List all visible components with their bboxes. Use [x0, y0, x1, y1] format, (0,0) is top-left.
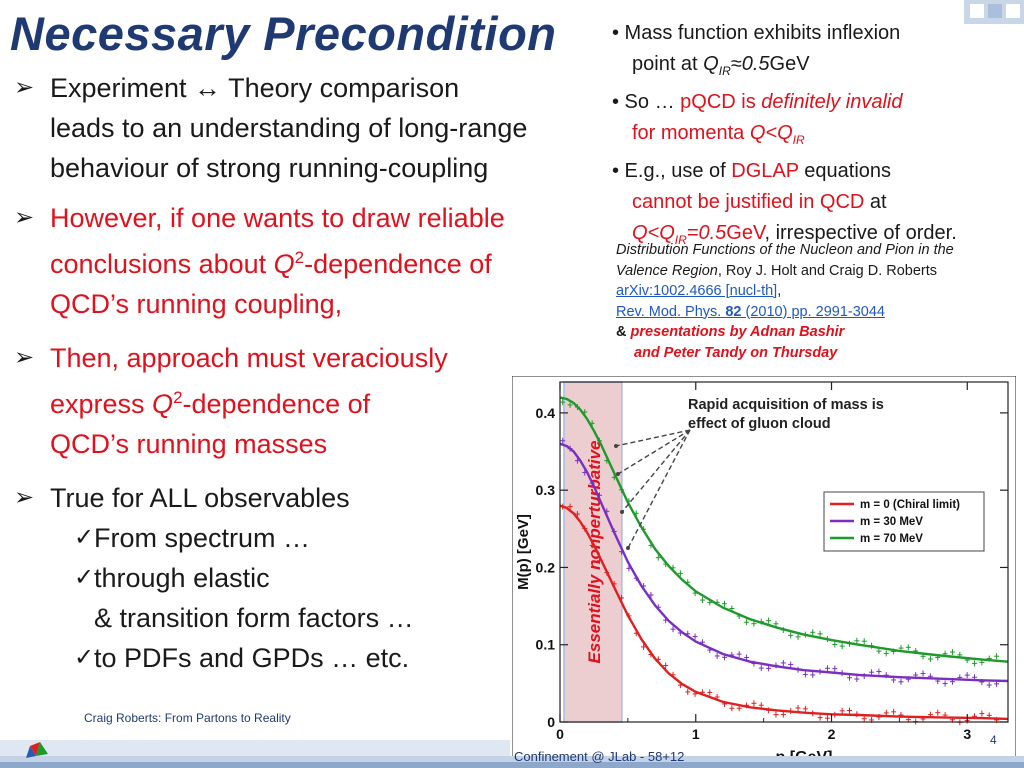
arrow-bullet-icon: ➢: [14, 204, 35, 231]
right-bullet-2-cont: for momenta Q<QIR: [632, 122, 805, 147]
bullet-1-line-2: leads to an understanding of long-range: [50, 113, 528, 143]
right-bullet-2: • So … pQCD is definitely invalid: [612, 91, 903, 113]
annotation-arrow-head: [614, 444, 618, 448]
sub-bullet-2: ✓ through elastic: [14, 558, 614, 598]
nonperturbative-band: [563, 381, 623, 723]
right-column: • Mass function exhibits inflexion point…: [612, 18, 1022, 256]
bullet-3-line-3: QCD’s running masses: [50, 429, 328, 459]
reference-title: Distribution Functions of the Nucleon an…: [616, 242, 954, 258]
arrow-bullet-icon: ➢: [14, 344, 35, 371]
rmp-link[interactable]: Rev. Mod. Phys. 82 (2010) pp. 2991-3044: [616, 303, 885, 320]
sub-bullet-2-cont: & transition form factors …: [94, 603, 414, 633]
x-tick-label: 2: [828, 726, 836, 742]
sub-bullet-1: ✓ From spectrum …: [14, 518, 614, 558]
sub-bullet-3: ✓ to PDFs and GPDs … etc.: [14, 638, 614, 678]
footer-band: [0, 740, 1024, 768]
right-bullet-1: • Mass function exhibits inflexion: [612, 22, 901, 44]
annotation-arrow: [615, 429, 691, 447]
arxiv-link[interactable]: arXiv:1002.4666 [nucl-th]: [616, 283, 778, 299]
x-tick-label: 0: [556, 726, 564, 742]
y-tick-label: 0.1: [536, 637, 556, 653]
bullet-1: ➢ Experiment ↔ Theory comparison leads t…: [14, 68, 614, 188]
annotation-text-2: effect of gluon cloud: [688, 416, 831, 432]
reference-rmp: Rev. Mod. Phys. 82 (2010) pp. 2991-3044: [616, 302, 1016, 323]
bullet-3-line-1: Then, approach must veraciously: [50, 343, 448, 373]
mass-function-chart: Essentially nonperturbative 0 1 2 300.10.20…: [512, 376, 1016, 768]
reference-arxiv: arXiv:1002.4666 [nucl-th],: [616, 283, 782, 299]
check-icon: ✓: [74, 644, 95, 671]
plot-area: [559, 381, 1009, 723]
series-line-3: [559, 396, 1009, 663]
series-line-2: [559, 442, 1009, 683]
annotation-arrow: [627, 429, 691, 549]
bullet-2-line-1: However, if one wants to draw reliable: [50, 203, 505, 233]
footer-author: Craig Roberts: From Partons to Reality: [84, 711, 291, 725]
annotation-arrow-head: [620, 510, 624, 514]
slide-title: Necessary Precondition: [10, 7, 557, 60]
bullet-2-line-2: conclusions about Q2-dependence of: [50, 248, 492, 279]
arrow-bullet-icon: ➢: [14, 74, 35, 101]
bullet-3-line-2: express Q2-dependence of: [50, 388, 371, 419]
check-icon: ✓: [74, 564, 95, 591]
reference-presentations-2: and Peter Tandy on Thursday: [634, 344, 838, 361]
annotation-arrow-head: [626, 546, 630, 550]
right-bullet-1-cont: point at QIR≈0.5GeV: [632, 53, 810, 78]
right-bullet-3-cont: cannot be justified in QCD at: [632, 191, 887, 213]
legend-entry: m = 0 (Chiral limit): [860, 499, 960, 511]
arrow-bullet-icon: ➢: [14, 484, 35, 511]
bullet-2-line-3: QCD’s running coupling,: [50, 289, 343, 319]
check-icon: ✓: [74, 524, 95, 551]
y-tick-label: 0.4: [536, 405, 556, 421]
bullet-1-line-1: Experiment ↔ Theory comparison: [50, 73, 460, 103]
reference-presentations: & presentations by Adnan Bashir: [616, 324, 845, 340]
page-number: 4: [990, 733, 997, 747]
annotation-text: Rapid acquisition of mass is: [688, 397, 884, 413]
bullet-4: ➢ True for ALL observables: [14, 478, 614, 518]
annotation-arrow: [617, 429, 691, 475]
series-line-1: [559, 504, 1009, 721]
reference-block: Distribution Functions of the Nucleon an…: [616, 240, 1016, 363]
x-tick-label: 3: [963, 726, 971, 742]
bullet-4-line-1: True for ALL observables: [50, 483, 350, 513]
reference-line-2: Valence Region, Roy J. Holt and Craig D.…: [616, 262, 938, 279]
y-axis-label: M(p) [GeV]: [515, 514, 532, 590]
right-bullet-3-cont2: Q<QIR=0.5GeV, irrespective of order.: [632, 222, 957, 247]
y-tick-label: 0: [547, 714, 555, 730]
annotation-arrow: [621, 429, 691, 513]
bullet-3: ➢ Then, approach must veraciously expres…: [14, 338, 614, 464]
bullet-1-line-3: behaviour of strong running-coupling: [50, 153, 489, 183]
right-bullet-3: • E.g., use of DGLAP equations: [612, 160, 892, 182]
y-tick-label: 0.2: [536, 559, 556, 575]
left-column: ➢ Experiment ↔ Theory comparison leads t…: [14, 68, 614, 678]
annotation-arrow-head: [616, 472, 620, 476]
footer-conference: Confinement @ JLab - 58+12: [514, 749, 685, 764]
legend-entry: m = 30 MeV: [860, 516, 923, 528]
x-tick-label: 1: [692, 726, 700, 742]
bullet-2: ➢ However, if one wants to draw reliable…: [14, 198, 614, 324]
logo-icon: [26, 742, 48, 758]
corner-decoration: [964, 0, 1024, 24]
y-tick-label: 0.3: [536, 482, 556, 498]
legend-entry: m = 70 MeV: [860, 533, 923, 545]
